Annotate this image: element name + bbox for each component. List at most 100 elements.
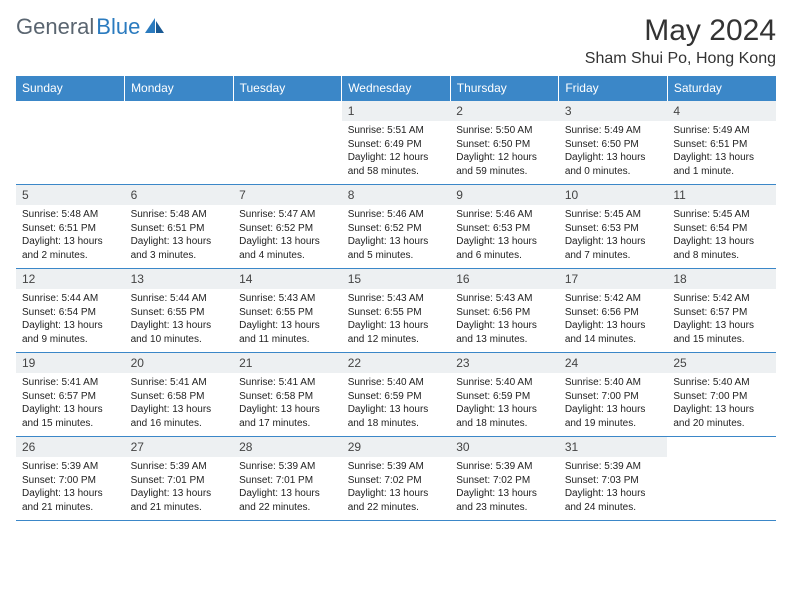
day-number: 31 xyxy=(559,437,668,457)
calendar-day-cell: 8Sunrise: 5:46 AMSunset: 6:52 PMDaylight… xyxy=(342,185,451,269)
page-header: GeneralBlue May 2024 Sham Shui Po, Hong … xyxy=(16,14,776,68)
calendar-empty-cell xyxy=(125,101,234,185)
calendar-day-cell: 13Sunrise: 5:44 AMSunset: 6:55 PMDayligh… xyxy=(125,269,234,353)
day-number: 26 xyxy=(16,437,125,457)
calendar-week-row: 26Sunrise: 5:39 AMSunset: 7:00 PMDayligh… xyxy=(16,437,776,521)
calendar-day-cell: 4Sunrise: 5:49 AMSunset: 6:51 PMDaylight… xyxy=(667,101,776,185)
calendar-day-cell: 3Sunrise: 5:49 AMSunset: 6:50 PMDaylight… xyxy=(559,101,668,185)
day-number: 9 xyxy=(450,185,559,205)
calendar-day-cell: 19Sunrise: 5:41 AMSunset: 6:57 PMDayligh… xyxy=(16,353,125,437)
day-number: 19 xyxy=(16,353,125,373)
day-number: 2 xyxy=(450,101,559,121)
calendar-day-cell: 26Sunrise: 5:39 AMSunset: 7:00 PMDayligh… xyxy=(16,437,125,521)
day-details: Sunrise: 5:44 AMSunset: 6:55 PMDaylight:… xyxy=(125,289,234,352)
weekday-header: Wednesday xyxy=(342,76,451,101)
day-details: Sunrise: 5:41 AMSunset: 6:58 PMDaylight:… xyxy=(125,373,234,436)
calendar-body: 1Sunrise: 5:51 AMSunset: 6:49 PMDaylight… xyxy=(16,101,776,521)
calendar-empty-cell xyxy=(16,101,125,185)
calendar-day-cell: 11Sunrise: 5:45 AMSunset: 6:54 PMDayligh… xyxy=(667,185,776,269)
day-number: 11 xyxy=(667,185,776,205)
location-subtitle: Sham Shui Po, Hong Kong xyxy=(585,50,776,68)
day-details: Sunrise: 5:39 AMSunset: 7:01 PMDaylight:… xyxy=(125,457,234,520)
day-details: Sunrise: 5:46 AMSunset: 6:53 PMDaylight:… xyxy=(450,205,559,268)
day-details: Sunrise: 5:48 AMSunset: 6:51 PMDaylight:… xyxy=(16,205,125,268)
calendar-day-cell: 9Sunrise: 5:46 AMSunset: 6:53 PMDaylight… xyxy=(450,185,559,269)
day-details: Sunrise: 5:43 AMSunset: 6:56 PMDaylight:… xyxy=(450,289,559,352)
calendar-table: SundayMondayTuesdayWednesdayThursdayFrid… xyxy=(16,76,776,521)
day-number: 28 xyxy=(233,437,342,457)
day-number: 18 xyxy=(667,269,776,289)
day-details: Sunrise: 5:39 AMSunset: 7:02 PMDaylight:… xyxy=(450,457,559,520)
day-number: 8 xyxy=(342,185,451,205)
day-number: 22 xyxy=(342,353,451,373)
calendar-week-row: 5Sunrise: 5:48 AMSunset: 6:51 PMDaylight… xyxy=(16,185,776,269)
calendar-day-cell: 1Sunrise: 5:51 AMSunset: 6:49 PMDaylight… xyxy=(342,101,451,185)
calendar-day-cell: 21Sunrise: 5:41 AMSunset: 6:58 PMDayligh… xyxy=(233,353,342,437)
calendar-day-cell: 17Sunrise: 5:42 AMSunset: 6:56 PMDayligh… xyxy=(559,269,668,353)
day-number: 5 xyxy=(16,185,125,205)
day-details: Sunrise: 5:50 AMSunset: 6:50 PMDaylight:… xyxy=(450,121,559,184)
day-details: Sunrise: 5:44 AMSunset: 6:54 PMDaylight:… xyxy=(16,289,125,352)
day-details: Sunrise: 5:45 AMSunset: 6:53 PMDaylight:… xyxy=(559,205,668,268)
day-number: 24 xyxy=(559,353,668,373)
logo-text-b: Blue xyxy=(96,14,140,40)
day-number: 3 xyxy=(559,101,668,121)
calendar-day-cell: 25Sunrise: 5:40 AMSunset: 7:00 PMDayligh… xyxy=(667,353,776,437)
calendar-day-cell: 31Sunrise: 5:39 AMSunset: 7:03 PMDayligh… xyxy=(559,437,668,521)
calendar-day-cell: 18Sunrise: 5:42 AMSunset: 6:57 PMDayligh… xyxy=(667,269,776,353)
day-number: 7 xyxy=(233,185,342,205)
day-details: Sunrise: 5:40 AMSunset: 7:00 PMDaylight:… xyxy=(667,373,776,436)
calendar-week-row: 1Sunrise: 5:51 AMSunset: 6:49 PMDaylight… xyxy=(16,101,776,185)
day-number: 21 xyxy=(233,353,342,373)
day-number: 10 xyxy=(559,185,668,205)
day-details: Sunrise: 5:47 AMSunset: 6:52 PMDaylight:… xyxy=(233,205,342,268)
day-details: Sunrise: 5:39 AMSunset: 7:00 PMDaylight:… xyxy=(16,457,125,520)
weekday-header: Thursday xyxy=(450,76,559,101)
weekday-header: Tuesday xyxy=(233,76,342,101)
logo-text-a: General xyxy=(16,14,94,40)
calendar-week-row: 19Sunrise: 5:41 AMSunset: 6:57 PMDayligh… xyxy=(16,353,776,437)
title-block: May 2024 Sham Shui Po, Hong Kong xyxy=(585,14,776,68)
calendar-day-cell: 27Sunrise: 5:39 AMSunset: 7:01 PMDayligh… xyxy=(125,437,234,521)
calendar-day-cell: 6Sunrise: 5:48 AMSunset: 6:51 PMDaylight… xyxy=(125,185,234,269)
day-details: Sunrise: 5:48 AMSunset: 6:51 PMDaylight:… xyxy=(125,205,234,268)
calendar-day-cell: 29Sunrise: 5:39 AMSunset: 7:02 PMDayligh… xyxy=(342,437,451,521)
day-details: Sunrise: 5:51 AMSunset: 6:49 PMDaylight:… xyxy=(342,121,451,184)
day-details: Sunrise: 5:42 AMSunset: 6:56 PMDaylight:… xyxy=(559,289,668,352)
day-number: 6 xyxy=(125,185,234,205)
day-number: 25 xyxy=(667,353,776,373)
calendar-day-cell: 15Sunrise: 5:43 AMSunset: 6:55 PMDayligh… xyxy=(342,269,451,353)
logo: GeneralBlue xyxy=(16,14,166,40)
calendar-day-cell: 5Sunrise: 5:48 AMSunset: 6:51 PMDaylight… xyxy=(16,185,125,269)
day-number: 23 xyxy=(450,353,559,373)
day-number: 4 xyxy=(667,101,776,121)
calendar-empty-cell xyxy=(233,101,342,185)
day-details: Sunrise: 5:40 AMSunset: 6:59 PMDaylight:… xyxy=(342,373,451,436)
day-number: 12 xyxy=(16,269,125,289)
calendar-day-cell: 16Sunrise: 5:43 AMSunset: 6:56 PMDayligh… xyxy=(450,269,559,353)
day-number: 13 xyxy=(125,269,234,289)
day-details: Sunrise: 5:43 AMSunset: 6:55 PMDaylight:… xyxy=(342,289,451,352)
calendar-day-cell: 23Sunrise: 5:40 AMSunset: 6:59 PMDayligh… xyxy=(450,353,559,437)
day-details: Sunrise: 5:40 AMSunset: 7:00 PMDaylight:… xyxy=(559,373,668,436)
day-details: Sunrise: 5:49 AMSunset: 6:51 PMDaylight:… xyxy=(667,121,776,184)
day-details: Sunrise: 5:41 AMSunset: 6:58 PMDaylight:… xyxy=(233,373,342,436)
calendar-day-cell: 28Sunrise: 5:39 AMSunset: 7:01 PMDayligh… xyxy=(233,437,342,521)
day-number: 27 xyxy=(125,437,234,457)
day-details: Sunrise: 5:49 AMSunset: 6:50 PMDaylight:… xyxy=(559,121,668,184)
day-details: Sunrise: 5:43 AMSunset: 6:55 PMDaylight:… xyxy=(233,289,342,352)
day-details: Sunrise: 5:46 AMSunset: 6:52 PMDaylight:… xyxy=(342,205,451,268)
calendar-week-row: 12Sunrise: 5:44 AMSunset: 6:54 PMDayligh… xyxy=(16,269,776,353)
calendar-day-cell: 22Sunrise: 5:40 AMSunset: 6:59 PMDayligh… xyxy=(342,353,451,437)
day-number: 29 xyxy=(342,437,451,457)
day-number: 16 xyxy=(450,269,559,289)
calendar-empty-cell xyxy=(667,437,776,521)
day-details: Sunrise: 5:41 AMSunset: 6:57 PMDaylight:… xyxy=(16,373,125,436)
calendar-header-row: SundayMondayTuesdayWednesdayThursdayFrid… xyxy=(16,76,776,101)
day-number: 30 xyxy=(450,437,559,457)
day-number: 17 xyxy=(559,269,668,289)
calendar-day-cell: 7Sunrise: 5:47 AMSunset: 6:52 PMDaylight… xyxy=(233,185,342,269)
weekday-header: Sunday xyxy=(16,76,125,101)
calendar-day-cell: 12Sunrise: 5:44 AMSunset: 6:54 PMDayligh… xyxy=(16,269,125,353)
day-details: Sunrise: 5:39 AMSunset: 7:02 PMDaylight:… xyxy=(342,457,451,520)
